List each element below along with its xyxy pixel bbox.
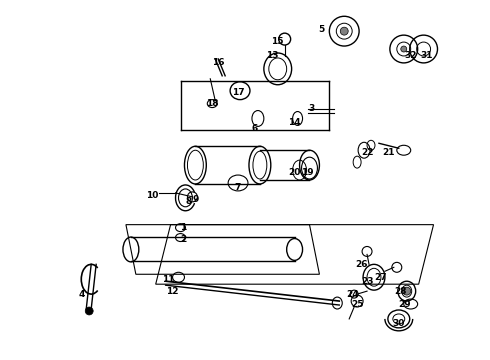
Text: 25: 25 xyxy=(351,300,364,309)
Text: 12: 12 xyxy=(166,287,179,296)
Text: 30: 30 xyxy=(392,319,405,328)
Text: 23: 23 xyxy=(361,277,373,286)
Circle shape xyxy=(401,46,407,52)
Text: 16: 16 xyxy=(212,58,224,67)
Text: 20: 20 xyxy=(289,167,301,176)
Text: 6: 6 xyxy=(252,124,258,133)
Text: 14: 14 xyxy=(288,118,301,127)
Text: 5: 5 xyxy=(318,25,324,34)
Text: 17: 17 xyxy=(232,88,245,97)
Text: 4: 4 xyxy=(78,289,84,298)
Text: 32: 32 xyxy=(404,51,417,60)
Text: 27: 27 xyxy=(375,273,387,282)
Circle shape xyxy=(85,307,93,315)
Circle shape xyxy=(403,287,411,295)
Circle shape xyxy=(340,27,348,35)
Text: 22: 22 xyxy=(361,148,373,157)
Text: 10: 10 xyxy=(147,192,159,201)
Text: 8: 8 xyxy=(185,197,192,206)
Text: 1: 1 xyxy=(180,223,187,232)
Text: 7: 7 xyxy=(235,184,241,193)
Text: 11: 11 xyxy=(162,275,175,284)
Text: 28: 28 xyxy=(394,287,407,296)
Text: 13: 13 xyxy=(266,51,278,60)
Text: 9: 9 xyxy=(192,195,198,204)
Text: 31: 31 xyxy=(420,51,433,60)
Text: 3: 3 xyxy=(308,104,315,113)
Text: 26: 26 xyxy=(355,260,368,269)
Text: 29: 29 xyxy=(398,300,411,309)
Text: 21: 21 xyxy=(383,148,395,157)
Text: 2: 2 xyxy=(180,235,187,244)
Text: 19: 19 xyxy=(301,167,314,176)
Text: 15: 15 xyxy=(271,37,284,46)
Text: 24: 24 xyxy=(346,289,359,298)
Text: 18: 18 xyxy=(206,99,219,108)
